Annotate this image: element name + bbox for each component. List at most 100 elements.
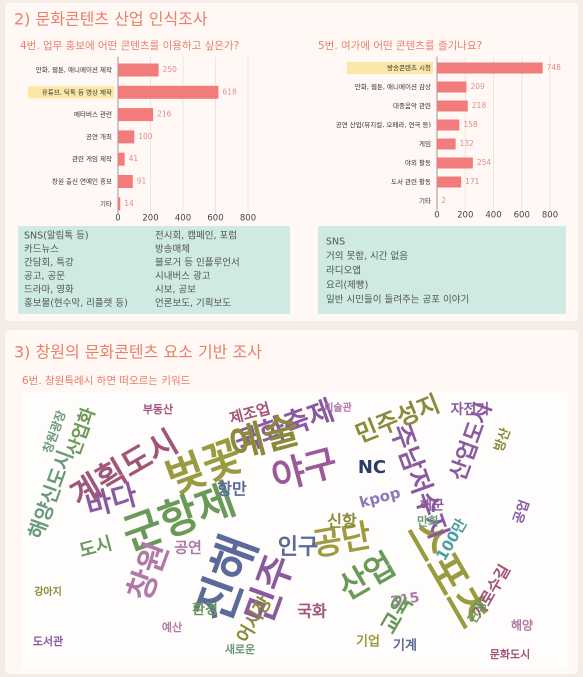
y-tick-label: 유튜브, 틱톡 등 영상 제작 — [42, 87, 112, 96]
keyword: 만화 — [417, 514, 439, 529]
list-item: SNS — [326, 237, 345, 248]
bar — [118, 85, 219, 99]
x-tick-label: 200 — [142, 214, 158, 224]
bar — [118, 175, 133, 188]
list-item: 요리(제빵) — [326, 280, 368, 291]
list-item: 전시회, 캠페인, 포럼 — [155, 230, 237, 242]
x-tick-label: 600 — [207, 214, 223, 224]
value-label: 218 — [472, 101, 487, 110]
bar — [437, 100, 468, 112]
list-item: 시보, 공보 — [155, 285, 196, 296]
value-label: 618 — [222, 87, 237, 96]
bar — [437, 176, 462, 188]
y-tick-label: 야외 활동 — [405, 158, 431, 167]
keyword: 예산 — [162, 620, 182, 634]
section-title: 3) 창원의 문화콘텐츠 요소 기반 조사 — [14, 343, 262, 362]
label-highlight — [347, 62, 433, 74]
keyword: 미술관 — [324, 401, 352, 414]
chart-title: 4번. 업무 홍보에 어떤 콘텐츠를 이용하고 싶은가? — [20, 39, 239, 52]
keyword: 기계 — [393, 639, 417, 654]
y-tick-label: 대중음악 관련 — [393, 101, 431, 110]
keyword: 항만 — [217, 480, 247, 499]
y-tick-label: 공연 산업(뮤지컬, 오페라, 연극 등) — [336, 120, 431, 129]
value-label: 250 — [163, 65, 178, 74]
label-highlight — [28, 86, 114, 99]
list-item: 거의 못함, 시간 없음 — [326, 250, 408, 262]
x-tick-label: 400 — [175, 214, 191, 224]
value-label: 2 — [441, 196, 446, 205]
list-item: SNS(알림톡 등) — [24, 230, 89, 242]
keyword: 공연 — [174, 539, 202, 557]
list-item: 언론보도, 기획보도 — [155, 297, 231, 309]
y-tick-label: 창원 출신 연예인 홍보 — [52, 177, 112, 186]
x-tick-label: 200 — [457, 211, 473, 221]
list-box — [18, 226, 290, 314]
word-cloud — [22, 392, 568, 670]
bar — [118, 152, 125, 166]
list-item: 일반 시민들이 들려주는 공포 이야기 — [326, 294, 469, 306]
value-label: 14 — [124, 199, 134, 208]
x-tick-label: 0 — [115, 214, 120, 224]
bar — [437, 157, 473, 169]
keyword: 해군 — [420, 498, 444, 514]
keyword: 신항 — [327, 512, 357, 531]
list-item: 시내버스 광고 — [155, 270, 211, 282]
bar — [437, 119, 460, 131]
y-tick-label: 기타 — [419, 196, 431, 205]
keyword: 자전거 — [451, 401, 490, 418]
list-box — [318, 226, 566, 314]
keyword: 환경 — [192, 601, 218, 618]
x-tick-label: 800 — [542, 211, 558, 221]
value-label: 216 — [157, 110, 172, 119]
bar — [118, 108, 154, 122]
bar — [437, 138, 456, 150]
y-tick-label: 만화, 웹툰, 애니메이션 제작 — [36, 65, 112, 74]
list-item: 드라마, 영화 — [24, 285, 74, 296]
keyword: 부동산 — [143, 402, 173, 416]
value-label: 171 — [465, 177, 480, 186]
bar — [118, 63, 159, 77]
y-tick-label: 기타 — [100, 199, 112, 208]
x-tick-label: 400 — [485, 211, 501, 221]
y-tick-label: 게임 — [419, 139, 431, 148]
section-title: 2) 문화콘텐츠 산업 인식조사 — [14, 10, 208, 29]
keyword: 도서관 — [33, 634, 63, 648]
bar — [437, 62, 543, 74]
y-tick-label: 메타버스 관련 — [74, 110, 112, 119]
list-item: 공고, 공문 — [24, 271, 65, 282]
list-item: 홍보물(현수막, 리플렛 등) — [24, 297, 128, 309]
bar — [118, 130, 135, 144]
keyword: 방산 — [491, 426, 514, 454]
list-item: 방송매체 — [155, 244, 190, 255]
y-tick-label: 공연 개최 — [86, 132, 112, 141]
keyword: 문화도시 — [490, 647, 530, 661]
x-tick-label: 800 — [240, 214, 256, 224]
keyword: 국화 — [297, 602, 327, 621]
bar — [118, 197, 121, 211]
keyword: 해양 — [511, 618, 533, 633]
keyword: 인구 — [278, 535, 318, 560]
chart-title: 5번. 여가에 어떤 콘텐츠를 즐기나요? — [318, 40, 482, 52]
x-tick-label: 600 — [514, 211, 530, 221]
value-label: 254 — [477, 158, 492, 167]
y-tick-label: 관련 게임 제작 — [72, 154, 112, 163]
value-label: 41 — [129, 154, 139, 163]
keyword: NC — [358, 457, 386, 478]
list-item: 라디오앱 — [326, 265, 361, 277]
x-tick-label: 0 — [434, 211, 439, 221]
value-label: 158 — [463, 120, 478, 129]
value-label: 100 — [138, 132, 153, 141]
subtitle: 6번. 창원특례시 하면 떠오르는 키워드 — [22, 374, 191, 387]
value-label: 209 — [471, 82, 486, 91]
y-tick-label: 만화, 웹툰, 애니메이션 감상 — [355, 82, 431, 91]
keyword: 강아지 — [34, 585, 62, 598]
keyword: 315 — [389, 590, 421, 611]
value-label: 748 — [547, 63, 562, 72]
bar — [437, 81, 467, 93]
value-label: 132 — [460, 139, 475, 148]
list-item: 블로거 등 인플루언서 — [155, 257, 240, 269]
keyword: 새로운 — [225, 642, 255, 656]
keyword: 기업 — [356, 635, 380, 650]
list-item: 간담회, 특강 — [24, 257, 74, 269]
